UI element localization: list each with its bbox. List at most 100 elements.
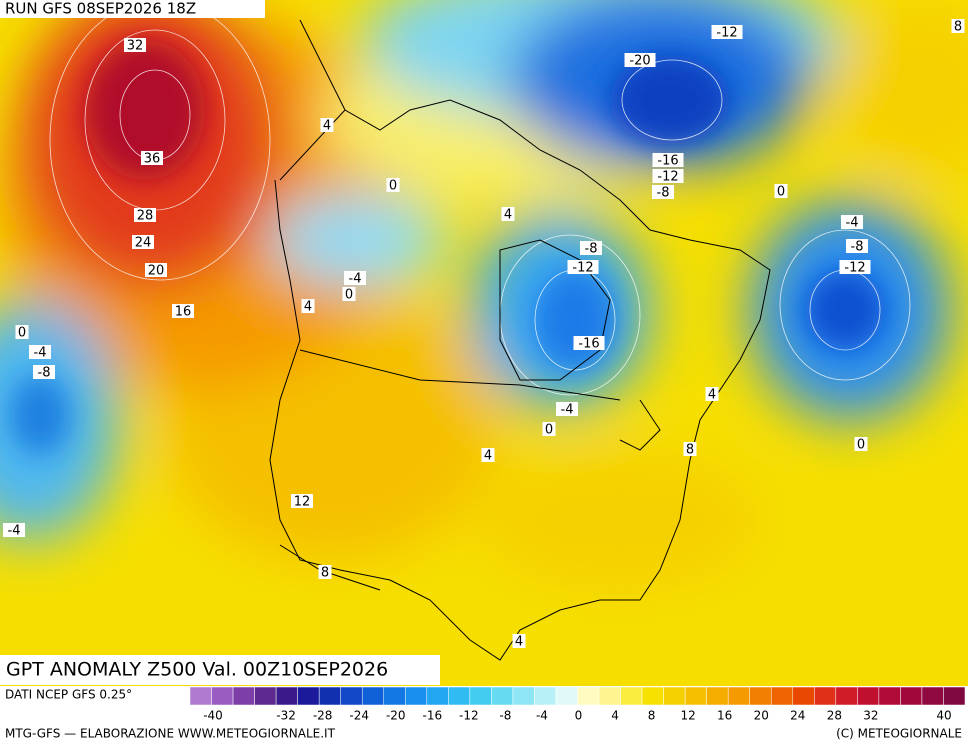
colorbar-swatch bbox=[878, 686, 901, 706]
colorbar-label: 24 bbox=[790, 709, 805, 723]
contour-label-bg bbox=[846, 239, 868, 253]
source-label: DATI NCEP GFS 0.25° bbox=[5, 688, 132, 702]
contour-label: 4 bbox=[323, 119, 331, 134]
colorbar-label: 16 bbox=[717, 709, 732, 723]
contour-label-bg bbox=[33, 365, 55, 379]
contour-label: 28 bbox=[137, 209, 154, 224]
colorbar-label: 4 bbox=[611, 709, 619, 723]
contour-label-bg bbox=[172, 304, 194, 318]
contour-label-bg bbox=[683, 442, 697, 456]
contour-label: -8 bbox=[585, 242, 598, 257]
contour-label: 4 bbox=[484, 449, 492, 464]
contour-label-bg bbox=[652, 169, 684, 183]
colorbar-swatch bbox=[469, 686, 492, 706]
contour-label: -12 bbox=[572, 261, 593, 276]
colorbar-label: -40 bbox=[203, 709, 223, 723]
contour-label-bg bbox=[291, 494, 313, 508]
contour-label-bg bbox=[580, 241, 602, 255]
colorbar-label: 28 bbox=[827, 709, 842, 723]
contour-label: -4 bbox=[8, 524, 21, 539]
contour-label-bg bbox=[344, 271, 366, 285]
contour-label: -8 bbox=[38, 366, 51, 381]
colorbar-swatch bbox=[232, 686, 255, 706]
contour-label: 8 bbox=[686, 443, 694, 458]
contour-label-bg bbox=[711, 25, 743, 39]
colorbar-swatch bbox=[684, 686, 707, 706]
colorbar-swatch bbox=[211, 686, 234, 706]
contour-label-bg bbox=[3, 523, 25, 537]
contour-label: 0 bbox=[18, 326, 26, 341]
colorbar-label: -4 bbox=[536, 709, 548, 723]
contour-label-bg bbox=[512, 634, 526, 648]
contour-label: 32 bbox=[127, 39, 144, 54]
contour-label: 0 bbox=[389, 179, 397, 194]
contour-label: -4 bbox=[561, 403, 574, 418]
anomaly-field bbox=[0, 0, 968, 686]
contour-label: 36 bbox=[144, 152, 161, 167]
map-title: GPT ANOMALY Z500 Val. 00Z10SEP2026 bbox=[6, 659, 388, 681]
colorbar-swatch bbox=[383, 686, 406, 706]
contour-label: -4 bbox=[34, 346, 47, 361]
colorbar-label: 40 bbox=[936, 709, 951, 723]
colorbar-label: -20 bbox=[386, 709, 406, 723]
contour-label-bg bbox=[134, 208, 156, 222]
contour-label-bg bbox=[652, 153, 684, 167]
contour-label-bg bbox=[15, 325, 29, 339]
colorbar-label: -8 bbox=[499, 709, 511, 723]
colorbar-swatch bbox=[771, 686, 794, 706]
colorbar-swatch bbox=[663, 686, 686, 706]
contour-label: 0 bbox=[777, 185, 785, 200]
contour-label: 4 bbox=[708, 388, 716, 403]
contour-label: -12 bbox=[844, 261, 865, 276]
colorbar-label: 32 bbox=[863, 709, 878, 723]
contour-label-bg bbox=[854, 437, 868, 451]
colorbar-swatch bbox=[189, 686, 212, 706]
colorbar-swatch bbox=[426, 686, 449, 706]
contour-label: 8 bbox=[321, 566, 329, 581]
contour-label: 24 bbox=[135, 236, 152, 251]
contour-label: -16 bbox=[657, 154, 678, 169]
contour-label-bg bbox=[951, 19, 965, 33]
colorbar: -40 -32 -28 -24 -20 -16 -12 -8 -4 0 4 8 12 16 20 24 28 32… bbox=[189, 686, 966, 723]
contour-label-bg bbox=[318, 565, 332, 579]
colorbar-swatch bbox=[943, 686, 966, 706]
contour-label-bg bbox=[841, 215, 863, 229]
contour-label-bg bbox=[132, 235, 154, 249]
colorbar-swatch bbox=[534, 686, 557, 706]
colorbar-swatch bbox=[921, 686, 944, 706]
colorbar-swatch bbox=[448, 686, 471, 706]
colorbar-label: 0 bbox=[575, 709, 583, 723]
contour-label: -12 bbox=[716, 26, 737, 41]
contour-label: -20 bbox=[629, 54, 650, 69]
contour-label-bg bbox=[567, 260, 599, 274]
contour-label-bg bbox=[342, 287, 356, 301]
contour-label-bg bbox=[481, 448, 495, 462]
colorbar-swatch bbox=[814, 686, 837, 706]
contour-label: 0 bbox=[545, 423, 553, 438]
contour-label: -12 bbox=[657, 170, 678, 185]
contour-label-bg bbox=[839, 260, 871, 274]
contour-label: 16 bbox=[175, 305, 192, 320]
colorbar-swatch bbox=[361, 686, 385, 706]
colorbar-swatch bbox=[706, 686, 729, 706]
contour-label: 4 bbox=[515, 635, 523, 650]
colorbar-swatch bbox=[318, 686, 341, 706]
colorbar-swatch bbox=[620, 686, 643, 706]
contour-label: -16 bbox=[578, 337, 599, 352]
colorbar-swatch bbox=[598, 686, 621, 706]
colorbar-swatch bbox=[835, 686, 858, 706]
colorbar-swatch bbox=[727, 686, 750, 706]
contour-label-bg bbox=[542, 422, 556, 436]
colorbar-swatch bbox=[405, 686, 428, 706]
contour-label-bg bbox=[141, 151, 163, 165]
colorbar-label: -28 bbox=[313, 709, 333, 723]
colorbar-label: -24 bbox=[349, 709, 369, 723]
colorbar-swatch bbox=[275, 686, 298, 706]
contour-label-bg bbox=[573, 336, 605, 350]
colorbar-label: -16 bbox=[422, 709, 442, 723]
contour-label-bg bbox=[320, 118, 334, 132]
contour-label: -4 bbox=[846, 216, 859, 231]
contour-label-bg bbox=[501, 207, 515, 221]
